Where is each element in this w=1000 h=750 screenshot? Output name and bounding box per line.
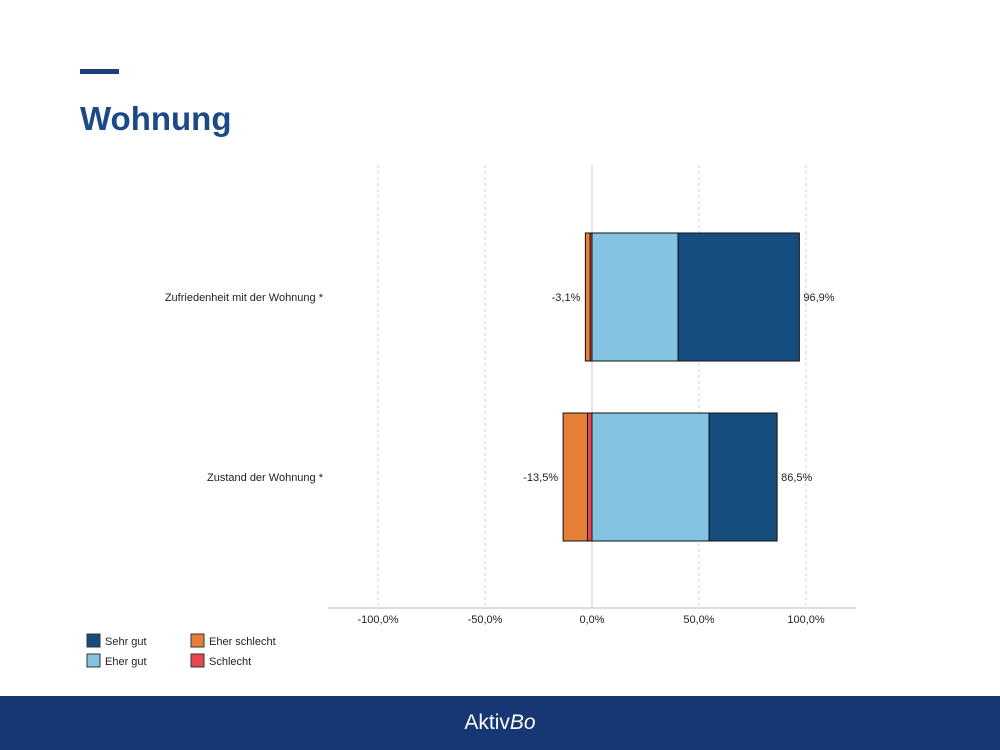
title-accent-bar bbox=[80, 69, 119, 74]
x-tick-label: 100,0% bbox=[787, 614, 825, 626]
positive-total-label: 86,5% bbox=[781, 472, 812, 484]
legend-label: Schlecht bbox=[209, 656, 251, 668]
x-tick-label: -50,0% bbox=[468, 614, 503, 626]
bar-segment-schlecht bbox=[587, 412, 593, 542]
bar-segment-eher-gut bbox=[591, 412, 710, 542]
page-title: Wohnung bbox=[80, 100, 232, 137]
category-label: Zufriedenheit mit der Wohnung * bbox=[165, 292, 324, 304]
legend-swatch bbox=[190, 633, 205, 648]
bar-segment-eher-schlecht bbox=[562, 412, 589, 542]
legend-label: Eher schlecht bbox=[209, 636, 276, 648]
legend-label: Eher gut bbox=[105, 656, 147, 668]
bar-segment-sehr-gut bbox=[708, 412, 778, 542]
legend-label: Sehr gut bbox=[105, 636, 147, 648]
x-tick-label: -100,0% bbox=[358, 614, 399, 626]
footer-logo: AktivBo bbox=[464, 711, 536, 734]
positive-total-label: 96,9% bbox=[803, 292, 834, 304]
bar-segment-eher-schlecht bbox=[584, 232, 591, 362]
legend-swatch bbox=[190, 653, 205, 668]
legend-swatch bbox=[86, 633, 101, 648]
negative-total-label: -3,1% bbox=[552, 292, 581, 304]
bar-segment-sehr-gut bbox=[677, 232, 800, 362]
x-tick-label: 0,0% bbox=[579, 614, 604, 626]
negative-total-label: -13,5% bbox=[523, 472, 558, 484]
legend-swatch bbox=[86, 653, 101, 668]
category-label: Zustand der Wohnung * bbox=[207, 472, 324, 484]
chart: -100,0% -50,0% 0,0% 50,0% 100,0% Zufriedenhei… bbox=[86, 165, 856, 668]
bar-segment-eher-gut bbox=[591, 232, 679, 362]
footer-bar: AktivBo bbox=[0, 696, 1000, 750]
x-tick-label: 50,0% bbox=[683, 614, 714, 626]
